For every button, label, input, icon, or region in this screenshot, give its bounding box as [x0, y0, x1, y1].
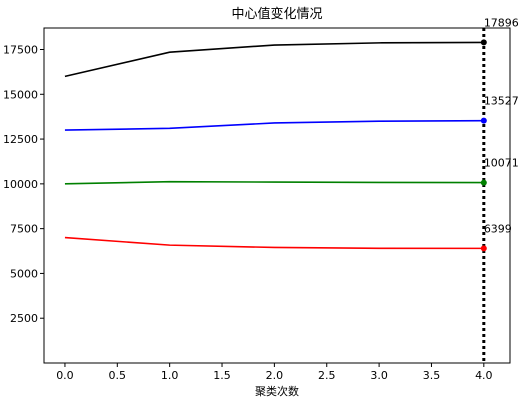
series-end-label-0: 17896 — [484, 16, 519, 29]
series-end-label-3: 6399 — [484, 222, 512, 235]
series-line-3 — [64, 236, 484, 250]
plot-frame — [43, 27, 511, 364]
y-tick-label: 17500 — [3, 43, 38, 56]
series-line-1 — [64, 119, 484, 131]
x-tick-label: 1.0 — [161, 369, 179, 382]
series-end-label-2: 10071 — [484, 157, 519, 170]
plot-area: 0.0 0.5 1.0 1.5 2.0 2.5 3.0 3.5 4.0 2500 5000 7500 1… — [3, 16, 519, 382]
x-tick-label: 3.5 — [423, 369, 441, 382]
y-tick-label: 15000 — [3, 88, 38, 101]
y-tick-label: 10000 — [3, 178, 38, 191]
x-tick-label: 1.5 — [213, 369, 231, 382]
x-tick-label: 2.5 — [318, 369, 336, 382]
y-tick-label: 7500 — [10, 223, 38, 236]
x-tick-label: 2.0 — [266, 369, 284, 382]
y-tick-label: 12500 — [3, 133, 38, 146]
series-line-2 — [64, 180, 484, 185]
series-end-point-0 — [480, 39, 487, 46]
series-end-point-2 — [480, 179, 487, 186]
series-end-point-3 — [480, 245, 487, 252]
x-tick-label: 4.0 — [475, 369, 493, 382]
y-tick-label: 2500 — [10, 312, 38, 325]
chart-title: 中心值变化情况 — [231, 6, 322, 22]
x-tick-label: 0.0 — [56, 369, 74, 382]
x-axis-label: 聚类次数 — [255, 384, 299, 398]
series-line-0 — [64, 41, 484, 78]
series-end-label-1: 13527 — [484, 95, 519, 108]
series-end-point-1 — [480, 117, 487, 124]
y-tick-label: 5000 — [10, 267, 38, 280]
x-tick-label: 0.5 — [109, 369, 127, 382]
x-tick-label: 3.0 — [370, 369, 388, 382]
